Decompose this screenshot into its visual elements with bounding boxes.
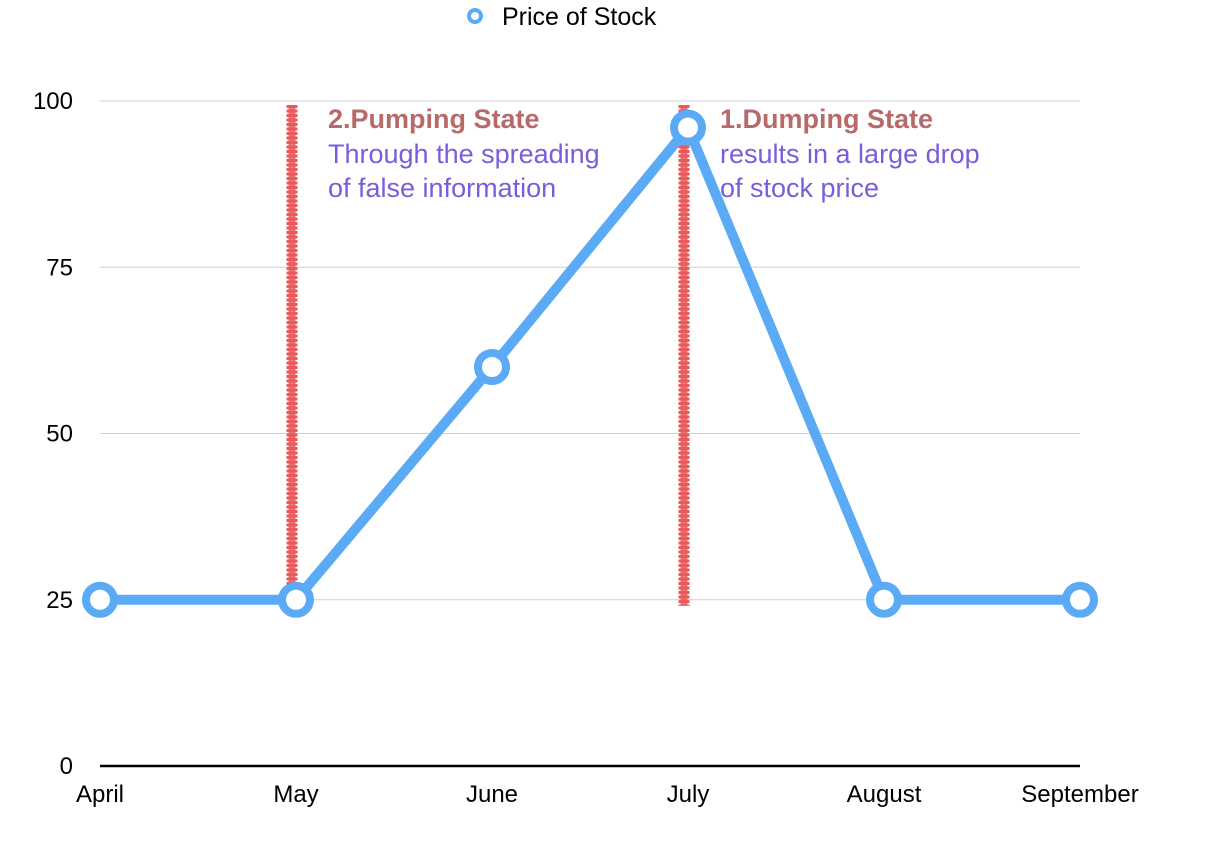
- annotation-title-0: 2.Pumping State: [328, 104, 540, 134]
- y-axis-tick-labels: 0 25 50 75 100: [33, 88, 73, 780]
- data-point-july: [670, 109, 706, 146]
- x-tick-label-july: July: [667, 781, 710, 808]
- data-point-august: [866, 581, 902, 618]
- y-tick-label-50: 50: [46, 421, 73, 448]
- x-tick-label-august: August: [847, 781, 922, 808]
- x-tick-label-june: June: [466, 781, 518, 808]
- annotations: 2.Pumping State Through the spreading of f…: [328, 104, 980, 203]
- data-point-april: [82, 581, 118, 618]
- legend-marker: [467, 8, 483, 24]
- annotation-line-0-0: Through the spreading: [328, 139, 600, 169]
- data-point-september: [1062, 581, 1098, 618]
- annotation-line-1-0: results in a large drop: [720, 139, 980, 169]
- annotation-title-1: 1.Dumping State: [720, 104, 933, 134]
- x-tick-label-april: April: [76, 781, 124, 808]
- annotation-line-1-1: of stock price: [720, 173, 879, 203]
- data-point-june: [474, 349, 510, 385]
- series-price-of-stock: [82, 109, 1098, 618]
- y-tick-label-0: 0: [60, 753, 73, 780]
- y-tick-label-75: 75: [46, 254, 73, 281]
- data-point-may: [278, 581, 314, 618]
- y-tick-label-25: 25: [46, 587, 73, 614]
- x-tick-label-september: September: [1021, 781, 1138, 808]
- x-axis: April May June July August September: [76, 764, 1139, 808]
- annotation-line-0-1: of false information: [328, 173, 556, 203]
- legend-label: Price of Stock: [502, 3, 657, 31]
- series-line-0: [100, 117, 1080, 605]
- y-tick-label-100: 100: [33, 88, 73, 115]
- gridlines: [100, 100, 1080, 601]
- marker-lines: [286, 105, 690, 606]
- legend: Price of Stock: [467, 3, 657, 31]
- x-tick-label-may: May: [273, 781, 318, 808]
